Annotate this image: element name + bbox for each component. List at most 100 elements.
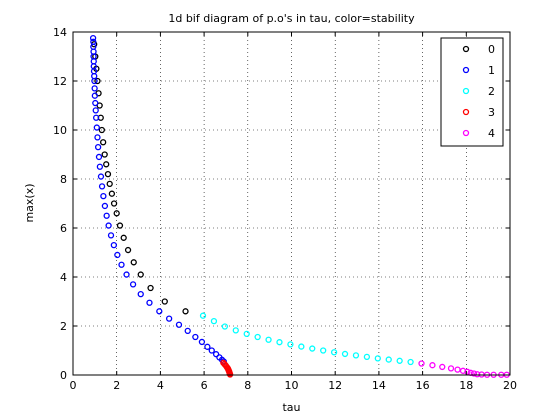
data-point-series-4: [447, 365, 455, 372]
data-point-series-1: [93, 114, 100, 121]
data-point-series-1: [208, 347, 215, 354]
legend-marker-0: [462, 45, 470, 53]
data-point-series-2: [276, 339, 283, 346]
data-point-series-1: [103, 212, 110, 219]
plot-area: [73, 32, 510, 375]
y-tick-label: 4: [60, 271, 67, 284]
data-point-series-1: [101, 202, 109, 210]
legend-label: 2: [488, 85, 495, 98]
x-tick-label: 12: [328, 379, 342, 392]
data-point-series-1: [98, 183, 106, 190]
data-point-series-1: [137, 290, 144, 298]
data-point-series-4: [464, 368, 471, 375]
data-point-series-1: [92, 107, 99, 114]
data-point-series-1: [123, 271, 130, 278]
data-point-series-0: [130, 259, 137, 266]
data-point-series-1: [94, 143, 102, 151]
data-point-series-1: [105, 222, 112, 229]
data-point-series-2: [374, 355, 381, 362]
data-point-series-0: [113, 210, 120, 217]
x-tick-label: 18: [459, 379, 473, 392]
data-point-series-2: [330, 349, 338, 356]
data-point-series-1: [89, 34, 97, 42]
data-point-series-0: [110, 200, 118, 207]
chart-title: 1d bif diagram of p.o's in tau, color=st…: [168, 12, 415, 25]
legend-marker-3: [462, 108, 470, 116]
legend-label: 1: [488, 64, 495, 77]
y-tick-label: 14: [53, 26, 67, 39]
data-point-series-0: [106, 180, 113, 188]
legend-marker-1: [462, 66, 470, 74]
legend-marker-2: [462, 87, 470, 95]
x-tick-label: 14: [372, 379, 386, 392]
data-point-series-4: [454, 366, 461, 373]
y-tick-label: 0: [60, 369, 67, 382]
x-tick-label: 20: [503, 379, 517, 392]
y-tick-label: 12: [53, 75, 67, 88]
x-tick-label: 0: [70, 379, 77, 392]
data-point-series-0: [161, 298, 168, 305]
y-tick-label: 10: [53, 124, 67, 137]
y-tick-label: 8: [60, 173, 67, 186]
data-point-series-0: [120, 234, 127, 241]
data-point-series-1: [146, 299, 153, 306]
x-tick-label: 6: [201, 379, 208, 392]
data-point-series-1: [91, 77, 98, 85]
data-point-series-2: [309, 345, 316, 352]
data-point-series-0: [124, 246, 132, 254]
data-point-series-2: [407, 358, 414, 366]
data-point-series-1: [114, 251, 121, 259]
data-point-series-0: [182, 308, 189, 315]
data-point-series-1: [165, 315, 173, 322]
grid-lines: [73, 32, 510, 375]
data-point-series-2: [265, 336, 272, 343]
y-tick-label: 6: [60, 222, 67, 235]
data-point-series-1: [107, 232, 115, 239]
data-point-series-2: [396, 357, 403, 364]
x-tick-label: 8: [244, 379, 251, 392]
data-point-series-0: [103, 161, 110, 168]
x-axis-label: tau: [282, 401, 300, 414]
data-point-series-0: [98, 126, 105, 134]
data-point-series-0: [147, 284, 154, 292]
data-point-series-0: [104, 170, 112, 178]
legend-label: 4: [488, 127, 495, 140]
data-point-series-1: [192, 333, 199, 341]
data-point-series-2: [320, 347, 327, 354]
data-point-series-0: [101, 151, 108, 158]
data-point-series-0: [100, 139, 107, 146]
data-point-series-2: [232, 327, 239, 334]
data-point-series-1: [118, 261, 125, 268]
x-tick-label: 4: [157, 379, 164, 392]
data-point-series-1: [204, 343, 211, 350]
data-point-series-1: [94, 134, 101, 141]
data-point-series-2: [298, 343, 305, 350]
data-point-series-2: [363, 353, 371, 361]
data-point-series-1: [175, 321, 183, 328]
data-point-series-2: [287, 341, 294, 348]
data-point-series-4: [439, 363, 446, 371]
data-point-series-1: [97, 173, 105, 180]
data-point-series-1: [198, 338, 206, 346]
data-point-series-0: [137, 271, 144, 278]
data-point-series-1: [129, 281, 137, 288]
data-point-series-1: [212, 351, 220, 358]
data-point-series-4: [470, 370, 478, 377]
data-point-series-0: [94, 77, 101, 85]
data-point-series-1: [91, 92, 98, 99]
legend-label: 3: [488, 106, 495, 119]
data-point-series-1: [96, 163, 104, 170]
data-point-series-1: [92, 99, 99, 107]
data-point-series-1: [110, 241, 118, 249]
x-tick-label: 10: [285, 379, 299, 392]
y-axis-label: max(x): [23, 183, 36, 222]
data-point-series-1: [93, 124, 100, 131]
x-tick-label: 2: [113, 379, 120, 392]
data-point-series-2: [352, 352, 360, 359]
data-points: [89, 34, 510, 378]
data-point-series-2: [341, 350, 349, 358]
data-point-series-2: [199, 312, 207, 319]
data-point-series-1: [184, 327, 191, 335]
